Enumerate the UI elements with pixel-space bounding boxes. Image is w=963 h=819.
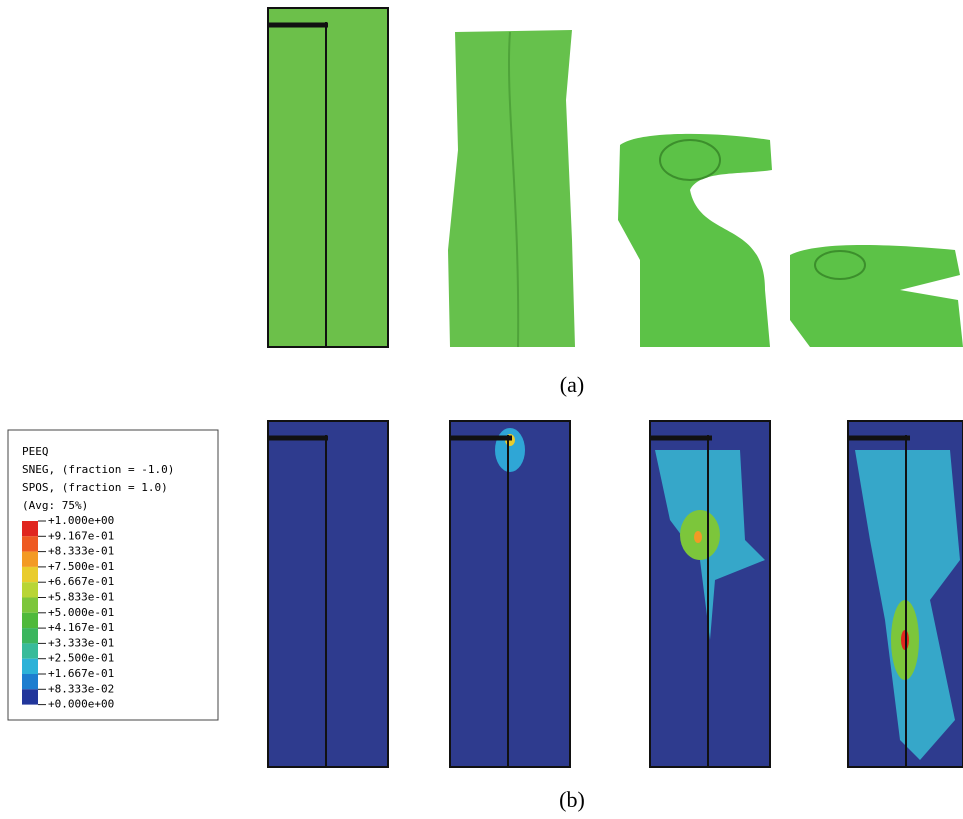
contour-columns xyxy=(268,421,963,767)
legend-label: +9.167e-01 xyxy=(48,529,114,542)
legend-label: +2.500e-01 xyxy=(48,652,114,665)
legend-swatch xyxy=(22,674,38,689)
caption: (b) xyxy=(559,787,585,812)
legend-label: +7.500e-01 xyxy=(48,560,114,573)
figure: (a) (b) PEEQ SNEG, (fraction = -1.0) SPOS… xyxy=(0,0,963,819)
legend-label: +3.333e-01 xyxy=(48,636,114,649)
legend-line: (Avg: 75%) xyxy=(22,499,88,512)
caption: (a) xyxy=(560,372,584,397)
legend-label: +4.167e-01 xyxy=(48,621,114,634)
legend-label: +0.000e+00 xyxy=(48,698,114,711)
legend-swatch xyxy=(22,598,38,613)
legend-label: +6.667e-01 xyxy=(48,575,114,588)
legend-label: +1.000e+00 xyxy=(48,514,114,527)
legend-label: +8.333e-02 xyxy=(48,682,114,695)
legend: PEEQ SNEG, (fraction = -1.0) SPOS, (fract… xyxy=(8,430,218,720)
legend-swatch xyxy=(22,689,38,704)
legend-swatch xyxy=(22,643,38,658)
legend-swatch xyxy=(22,659,38,674)
legend-line: SPOS, (fraction = 1.0) xyxy=(22,481,168,494)
legend-swatch xyxy=(22,521,38,536)
legend-label: +8.333e-01 xyxy=(48,545,114,558)
deformed-columns xyxy=(268,8,963,347)
legend-swatch xyxy=(22,552,38,567)
legend-swatch xyxy=(22,628,38,643)
legend-swatch xyxy=(22,567,38,582)
legend-line: SNEG, (fraction = -1.0) xyxy=(22,463,174,476)
legend-swatch xyxy=(22,582,38,597)
legend-swatch xyxy=(22,536,38,551)
legend-title: PEEQ xyxy=(22,445,49,458)
legend-swatch xyxy=(22,613,38,628)
legend-label: +1.667e-01 xyxy=(48,667,114,680)
legend-label: +5.000e-01 xyxy=(48,606,114,619)
legend-label: +5.833e-01 xyxy=(48,591,114,604)
